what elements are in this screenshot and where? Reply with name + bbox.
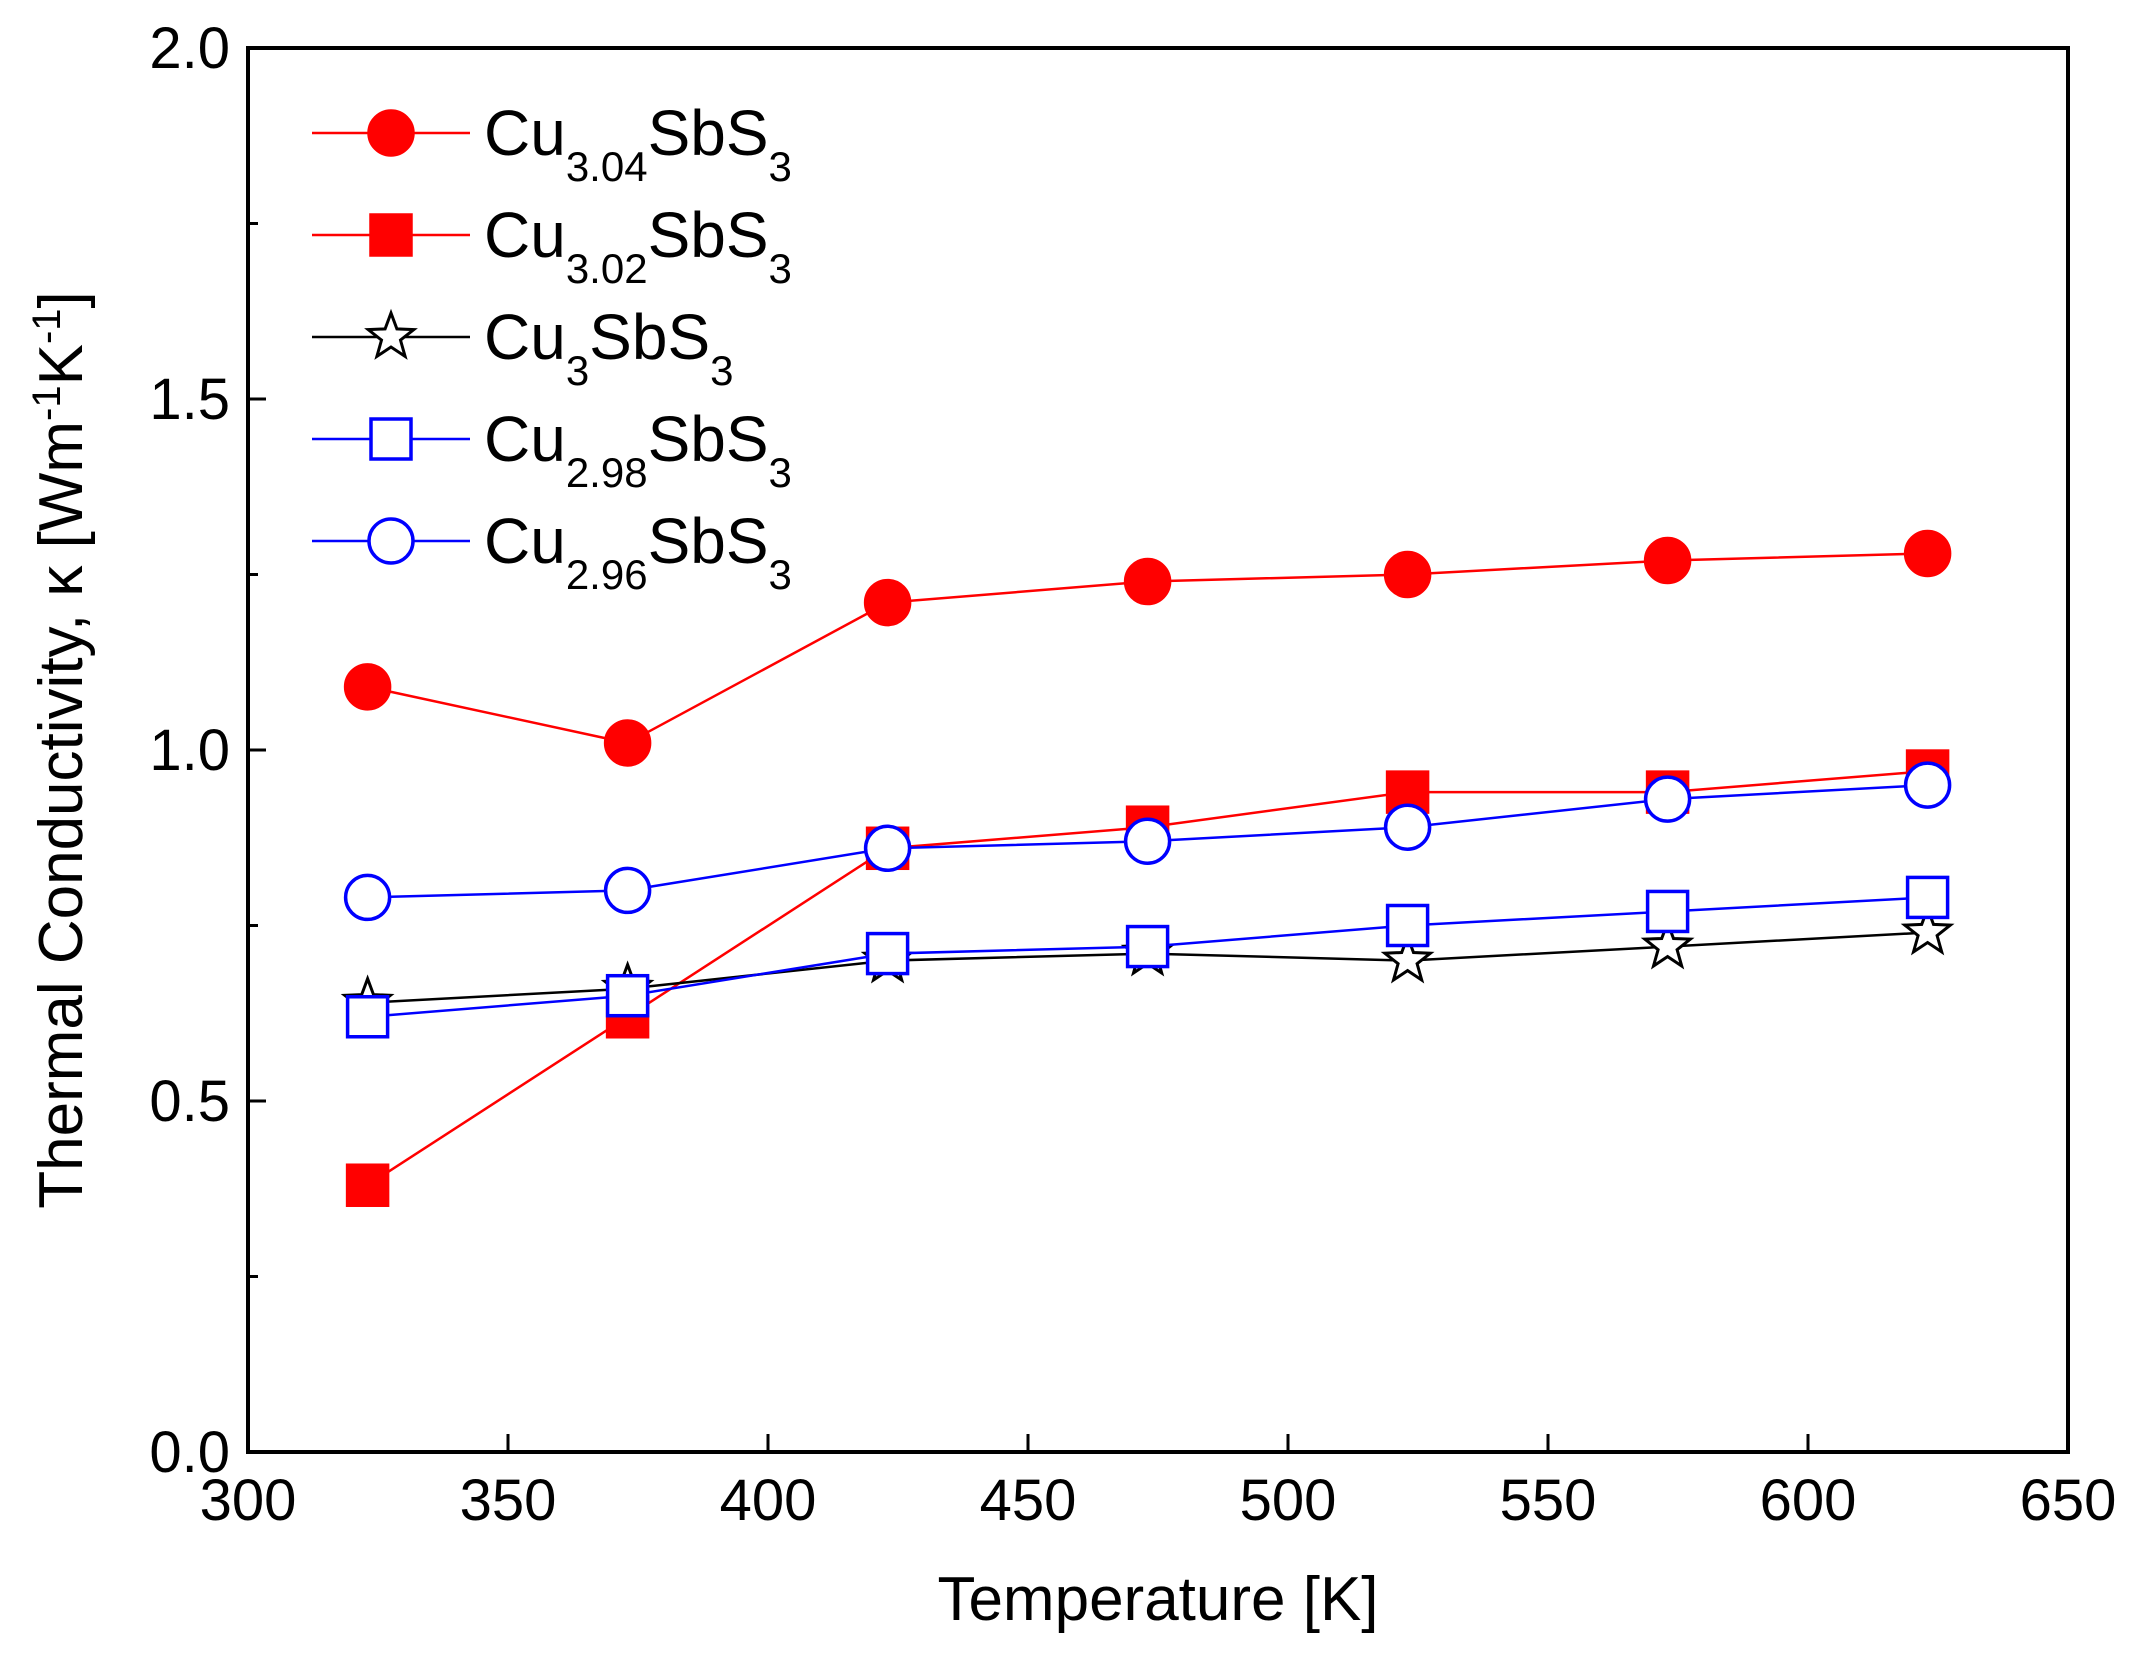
data-point-cu296 bbox=[1383, 803, 1432, 851]
data-point-cu302 bbox=[345, 1163, 390, 1207]
legend-marker bbox=[367, 517, 415, 565]
data-point-cu296 bbox=[1903, 761, 1952, 809]
y-tick-label: 0.0 bbox=[149, 1420, 230, 1485]
data-point-cu304 bbox=[1903, 529, 1952, 578]
y-axis-title-end: ] bbox=[27, 291, 96, 308]
data-point-cu304 bbox=[1123, 557, 1172, 606]
series-layer bbox=[340, 529, 1955, 1207]
x-axis-title: Temperature [K] bbox=[937, 1565, 1378, 1634]
data-point-cu296 bbox=[1643, 775, 1692, 823]
data-point-cu300 bbox=[1900, 904, 1955, 956]
data-point-cu304 bbox=[603, 719, 652, 767]
x-tick-label: 350 bbox=[460, 1468, 557, 1533]
data-point-cu304 bbox=[1383, 550, 1432, 599]
y-tick-label: 1.5 bbox=[149, 367, 230, 432]
legend-marker bbox=[369, 417, 413, 461]
legend-label: Cu3.04SbS3 bbox=[484, 97, 792, 190]
data-point-cu300 bbox=[1640, 918, 1695, 970]
data-point-cu296 bbox=[343, 873, 392, 922]
y-axis-title-sup1: -1 bbox=[25, 385, 69, 421]
data-point-cu298 bbox=[605, 973, 650, 1018]
legend-item-cu298: Cu2.98SbS3 bbox=[312, 403, 792, 496]
data-point-cu296 bbox=[603, 866, 652, 915]
data-point-cu304 bbox=[863, 578, 912, 627]
x-tick-label: 450 bbox=[980, 1468, 1077, 1533]
legend-marker bbox=[369, 213, 413, 257]
x-tick-label: 550 bbox=[1500, 1468, 1597, 1533]
legend-item-cu300: Cu3SbS3 bbox=[312, 301, 734, 394]
x-tick-label: 500 bbox=[1240, 1468, 1337, 1533]
y-axis-title: Thermal Conductivity, κ [Wm-1K-1] bbox=[25, 291, 96, 1209]
legend-marker bbox=[367, 109, 415, 157]
series-cu304 bbox=[343, 529, 1952, 767]
x-tick-label: 650 bbox=[2020, 1468, 2117, 1533]
x-tick-label: 600 bbox=[1760, 1468, 1857, 1533]
data-point-cu298 bbox=[345, 995, 390, 1039]
data-point-cu296 bbox=[1123, 817, 1172, 866]
x-tick-label: 400 bbox=[720, 1468, 817, 1533]
y-axis-title-mid: K bbox=[27, 344, 96, 385]
legend-label: Cu2.96SbS3 bbox=[484, 505, 792, 598]
legend-item-cu296: Cu2.96SbS3 bbox=[312, 505, 792, 598]
data-point-cu296 bbox=[863, 824, 912, 873]
legend: Cu3.04SbS3Cu3.02SbS3Cu3SbS3Cu2.98SbS3Cu2… bbox=[312, 97, 792, 598]
legend-label: Cu3SbS3 bbox=[484, 301, 734, 394]
y-axis-title-main: Thermal Conductivity, κ [Wm bbox=[27, 421, 96, 1209]
y-tick-label: 2.0 bbox=[149, 16, 230, 81]
legend-item-cu302: Cu3.02SbS3 bbox=[312, 199, 792, 292]
legend-item-cu304: Cu3.04SbS3 bbox=[312, 97, 792, 190]
data-point-cu304 bbox=[343, 663, 392, 711]
data-point-cu298 bbox=[1385, 903, 1430, 948]
data-point-cu298 bbox=[865, 931, 910, 976]
data-point-cu298 bbox=[1125, 924, 1170, 969]
y-axis-title-sup2: -1 bbox=[25, 308, 69, 344]
data-point-cu304 bbox=[1643, 536, 1692, 585]
series-cu296 bbox=[343, 761, 1952, 922]
x-tick-label: 300 bbox=[200, 1468, 297, 1533]
legend-marker bbox=[364, 308, 418, 360]
axis-ticks: 300 350 400 450 500 550 600 650 0.0 0.5 1.0 1.5 2.0 bbox=[149, 16, 2116, 1533]
data-point-cu298 bbox=[1905, 875, 1950, 920]
y-tick-label: 0.5 bbox=[149, 1069, 230, 1134]
y-tick-label: 1.0 bbox=[149, 718, 230, 783]
legend-label: Cu3.02SbS3 bbox=[484, 199, 792, 292]
legend-label: Cu2.98SbS3 bbox=[484, 403, 792, 496]
data-point-cu300 bbox=[1380, 932, 1435, 984]
series-cu298 bbox=[345, 875, 1950, 1039]
data-point-cu298 bbox=[1645, 889, 1690, 934]
